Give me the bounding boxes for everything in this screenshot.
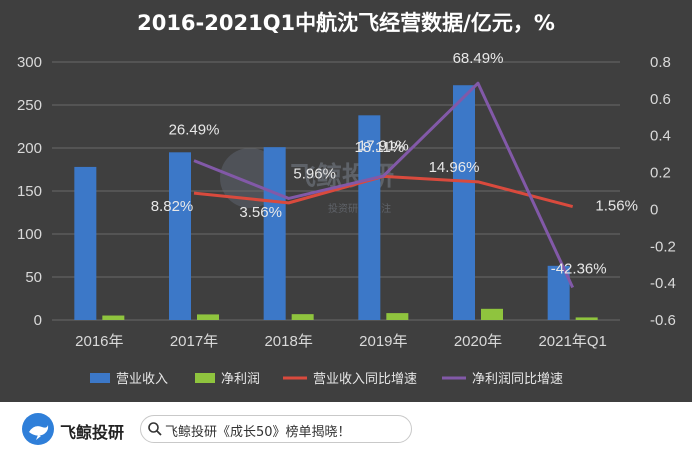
x-axis-tick-label: 2017年 — [170, 333, 218, 350]
right-axis-tick-label: 0.8 — [650, 54, 671, 71]
left-axis-tick-label: 0 — [34, 312, 42, 329]
left-axis-tick-label: 250 — [17, 97, 42, 114]
search-text: 飞鲸投研《成长50》榜单揭晓！ — [165, 425, 351, 440]
combo-chart: 飞鲸投研 投资研究 关注 2016-2021Q1中航沈飞经营数据/亿元，% 05… — [17, 11, 676, 387]
x-axis-ticks: 2016年 2017年 2018年 2019年 2020年 2021年Q1 — [75, 333, 607, 350]
data-label: 1.56% — [595, 198, 638, 215]
series-lines — [193, 81, 575, 289]
x-axis-tick-label: 2021年Q1 — [538, 333, 606, 350]
x-axis-tick-label: 2019年 — [359, 333, 407, 350]
bar — [263, 147, 286, 320]
data-label: 8.82% — [151, 198, 194, 215]
right-axis-tick-label: 0.6 — [650, 91, 671, 108]
data-label: 17.91% — [358, 137, 409, 154]
bar — [453, 85, 475, 320]
bar — [74, 166, 97, 320]
x-axis-tick-label: 2018年 — [264, 333, 312, 350]
left-axis-ticks: 0 50 100 150 200 250 300 — [17, 54, 42, 329]
right-axis-tick-label: 0.2 — [650, 165, 671, 182]
bar — [358, 115, 381, 320]
left-axis-tick-label: 300 — [17, 54, 42, 71]
data-labels: 8.82% 3.56% 17.91% 14.96% 1.56% 26.49% 5.96% 18… — [151, 50, 638, 277]
data-label: 18.11% — [354, 139, 404, 156]
data-label: 68.49% — [453, 50, 504, 67]
left-axis-tick-label: 200 — [17, 140, 42, 157]
data-label: 14.96% — [429, 159, 480, 176]
legend-label: 营业收入 — [116, 372, 168, 387]
bar — [481, 308, 503, 320]
bar — [386, 313, 409, 320]
bar — [197, 314, 219, 320]
bar — [547, 265, 570, 320]
bar — [169, 152, 191, 320]
legend-swatch — [195, 373, 215, 383]
brand-name: 飞鲸投研 — [60, 423, 125, 442]
right-axis-tick-label: -0.6 — [650, 312, 676, 329]
bar — [291, 314, 314, 320]
chart-title: 2016-2021Q1中航沈飞经营数据/亿元，% — [137, 11, 555, 35]
x-axis-tick-label: 2020年 — [454, 333, 502, 350]
right-axis-ticks: -0.6 -0.4 -0.2 0 0.2 0.4 0.6 0.8 — [650, 54, 676, 329]
data-label: 26.49% — [169, 122, 220, 139]
left-axis-tick-label: 100 — [17, 226, 42, 243]
series-line — [193, 81, 575, 289]
right-axis-tick-label: 0 — [650, 201, 658, 218]
bars — [74, 85, 598, 320]
bar — [575, 317, 598, 320]
bar — [102, 315, 125, 320]
right-axis-tick-label: 0.4 — [650, 128, 671, 145]
legend-swatch — [90, 373, 110, 383]
legend-label: 营业收入同比增速 — [313, 372, 417, 387]
whale-logo-icon — [22, 413, 54, 445]
x-axis-tick-label: 2016年 — [75, 333, 123, 350]
footer-bar: 飞鲸投研 飞鲸投研《成长50》榜单揭晓！ — [0, 402, 692, 456]
data-label: 5.96% — [293, 165, 336, 182]
legend-label: 净利润 — [221, 372, 260, 387]
search-bar[interactable]: 飞鲸投研《成长50》榜单揭晓！ — [140, 415, 412, 443]
legend-label: 净利润同比增速 — [472, 372, 563, 387]
data-label: 3.56% — [239, 204, 282, 221]
search-icon — [148, 422, 162, 436]
right-axis-tick-label: -0.4 — [650, 275, 676, 292]
right-axis-tick-label: -0.2 — [650, 238, 676, 255]
data-label: -42.36% — [551, 260, 607, 277]
left-axis-tick-label: 150 — [17, 183, 42, 200]
left-axis-tick-label: 50 — [25, 269, 42, 286]
legend: 营业收入 净利润 营业收入同比增速 净利润同比增速 — [90, 372, 563, 387]
